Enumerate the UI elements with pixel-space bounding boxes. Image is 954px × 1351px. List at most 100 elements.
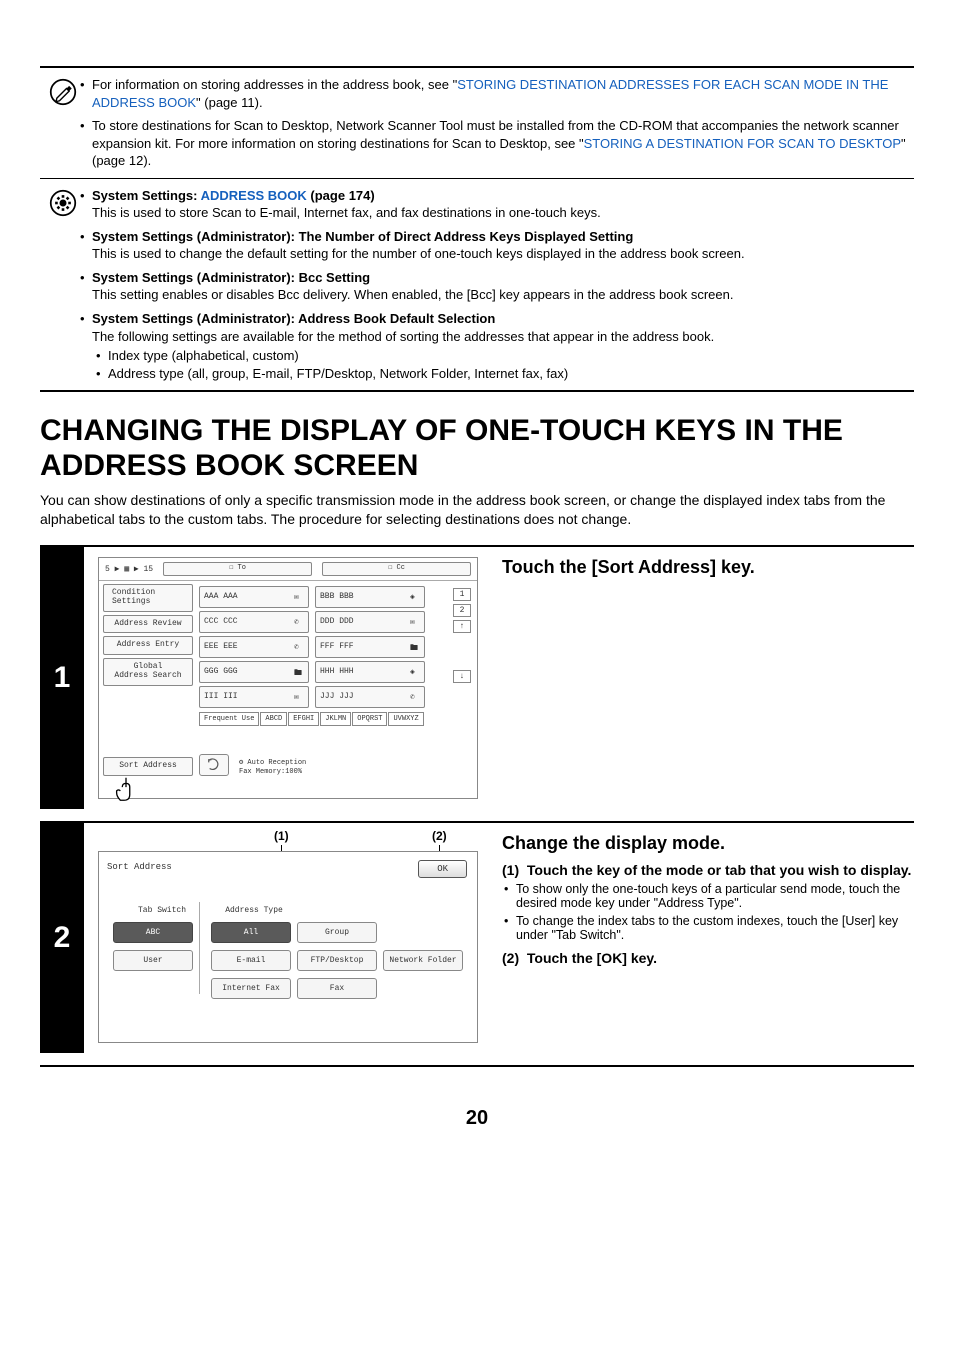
note-text: For information on storing addresses in … xyxy=(92,77,457,92)
user-tab-button[interactable]: User xyxy=(113,950,193,971)
index-tab[interactable]: UVWXYZ xyxy=(388,712,423,726)
mail-icon: ✉ xyxy=(410,617,420,627)
note-item: For information on storing addresses in … xyxy=(80,76,908,111)
address-cell[interactable]: HHH HHH◈ xyxy=(315,661,425,683)
address-cell[interactable]: III III✉ xyxy=(199,686,309,708)
sys-item: System Settings (Administrator): Address… xyxy=(80,310,908,382)
network-icon: ◈ xyxy=(410,592,420,602)
ifax-type-button[interactable]: Internet Fax xyxy=(211,978,291,999)
ok-button[interactable]: OK xyxy=(418,860,467,878)
page-down[interactable]: ↓ xyxy=(453,670,471,683)
sys-heading-post: (page 174) xyxy=(307,188,375,203)
folder-icon: 🖿 xyxy=(294,667,304,677)
sys-desc: The following settings are available for… xyxy=(92,329,714,344)
ftp-type-button[interactable]: FTP/Desktop xyxy=(297,950,377,971)
email-type-button[interactable]: E-mail xyxy=(211,950,291,971)
page-up[interactable]: ↑ xyxy=(453,620,471,633)
index-tab[interactable]: JKLMN xyxy=(320,712,351,726)
network-icon: ◈ xyxy=(410,667,420,677)
folder-icon: 🖿 xyxy=(410,642,420,652)
sys-note-body: System Settings: ADDRESS BOOK (page 174)… xyxy=(80,187,908,382)
instr-sub: To change the index tabs to the custom i… xyxy=(502,914,914,942)
step-1: 1 5 ▶ ▦ ▶ 15 ☐ To ☐ Cc Condition Setting… xyxy=(40,547,914,809)
cc-field[interactable]: ☐ Cc xyxy=(322,562,471,576)
instr-label: (2) xyxy=(502,950,519,966)
pencil-icon xyxy=(46,76,80,106)
step-title: Touch the [Sort Address] key. xyxy=(502,557,914,578)
sys-item: System Settings: ADDRESS BOOK (page 174)… xyxy=(80,187,908,222)
instr-bold: Touch the [OK] key. xyxy=(527,950,657,966)
note-item: To store destinations for Scan to Deskto… xyxy=(80,117,908,170)
info-note: For information on storing addresses in … xyxy=(40,68,914,178)
sys-item: System Settings (Administrator): The Num… xyxy=(80,228,908,263)
page-lead: You can show destinations of only a spec… xyxy=(40,491,914,529)
gear-icon xyxy=(46,187,80,217)
sys-desc: This setting enables or disables Bcc del… xyxy=(92,287,733,302)
address-cell[interactable]: GGG GGG🖿 xyxy=(199,661,309,683)
group-type-button[interactable]: Group xyxy=(297,922,377,943)
topbar-count: 5 ▶ ▦ ▶ 15 xyxy=(105,564,153,574)
page-heading: CHANGING THE DISPLAY OF ONE-TOUCH KEYS I… xyxy=(40,414,914,483)
sys-heading: System Settings (Administrator): The Num… xyxy=(92,229,633,244)
info-note-body: For information on storing addresses in … xyxy=(80,76,908,170)
instr-sub: To show only the one-touch keys of a par… xyxy=(502,882,914,910)
step-divider xyxy=(40,1065,914,1067)
to-field[interactable]: ☐ To xyxy=(163,562,312,576)
phone-icon: ✆ xyxy=(294,642,304,652)
address-cell[interactable]: AAA AAA✉ xyxy=(199,586,309,608)
condition-settings-button[interactable]: Condition Settings xyxy=(103,584,193,612)
address-cell[interactable]: CCC CCC✆ xyxy=(199,611,309,633)
page-1[interactable]: 1 xyxy=(453,588,471,601)
abc-tab-button[interactable]: ABC xyxy=(113,922,193,943)
sys-desc: This is used to change the default setti… xyxy=(92,246,745,261)
divider xyxy=(199,902,200,994)
sys-heading: System Settings (Administrator): Address… xyxy=(92,311,495,326)
step-number: 2 xyxy=(40,823,84,1053)
all-type-button[interactable]: All xyxy=(211,922,291,943)
note-text-post: " (page 11). xyxy=(196,95,263,110)
sys-note: System Settings: ADDRESS BOOK (page 174)… xyxy=(40,178,914,390)
address-cell[interactable]: FFF FFF🖿 xyxy=(315,636,425,658)
notes-block: For information on storing addresses in … xyxy=(40,66,914,392)
status-reception: ⚙ Auto Reception xyxy=(239,759,306,767)
sys-item: System Settings (Administrator): Bcc Set… xyxy=(80,269,908,304)
instruction-item: (1) Touch the key of the mode or tab tha… xyxy=(502,862,914,942)
address-cell[interactable]: EEE EEE✆ xyxy=(199,636,309,658)
sys-heading-link[interactable]: ADDRESS BOOK xyxy=(201,188,307,203)
note-link[interactable]: STORING A DESTINATION FOR SCAN TO DESKTO… xyxy=(584,136,901,151)
sys-sub-item: Index type (alphabetical, custom) xyxy=(96,347,908,365)
address-grid: AAA AAA✉ BBB BBB◈ CCC CCC✆ DDD DDD✉ EEE … xyxy=(199,586,425,708)
index-tab[interactable]: OPQRST xyxy=(352,712,387,726)
index-tab[interactable]: EFGHI xyxy=(288,712,319,726)
col-header-type: Address Type xyxy=(215,906,293,915)
fax-type-button[interactable]: Fax xyxy=(297,978,377,999)
address-cell[interactable]: DDD DDD✉ xyxy=(315,611,425,633)
instr-bold: Touch the key of the mode or tab that yo… xyxy=(527,862,912,878)
phone-icon: ✆ xyxy=(294,617,304,627)
network-folder-button[interactable]: Network Folder xyxy=(383,950,463,971)
pointer-icon xyxy=(111,774,141,804)
step-number: 1 xyxy=(40,547,84,809)
instruction-item: (2) Touch the [OK] key. xyxy=(502,950,914,966)
step-2: 2 (1) (2) Sort Address OK Tab Switch Add… xyxy=(40,823,914,1053)
address-entry-button[interactable]: Address Entry xyxy=(103,636,193,655)
panel-title: Sort Address xyxy=(107,862,172,872)
screenshot-address-book: 5 ▶ ▦ ▶ 15 ☐ To ☐ Cc Condition Settings … xyxy=(98,557,478,799)
page-2[interactable]: 2 xyxy=(453,604,471,617)
sys-desc: This is used to store Scan to E-mail, In… xyxy=(92,205,601,220)
address-cell[interactable]: BBB BBB◈ xyxy=(315,586,425,608)
refresh-button[interactable] xyxy=(199,754,229,776)
page: For information on storing addresses in … xyxy=(0,0,954,1170)
index-tab[interactable]: ABCD xyxy=(260,712,287,726)
step-title: Change the display mode. xyxy=(502,833,914,854)
status-memory: Fax Memory:100% xyxy=(239,768,306,776)
screenshot-sort-address: (1) (2) Sort Address OK Tab Switch Addre… xyxy=(98,833,478,1043)
address-review-button[interactable]: Address Review xyxy=(103,615,193,634)
mail-icon: ✉ xyxy=(294,692,304,702)
address-cell[interactable]: JJJ JJJ✆ xyxy=(315,686,425,708)
global-search-button[interactable]: Global Address Search xyxy=(103,658,193,686)
phone-icon: ✆ xyxy=(410,692,420,702)
mail-icon: ✉ xyxy=(294,592,304,602)
index-tab[interactable]: Frequent Use xyxy=(199,712,259,726)
instr-label: (1) xyxy=(502,862,519,878)
